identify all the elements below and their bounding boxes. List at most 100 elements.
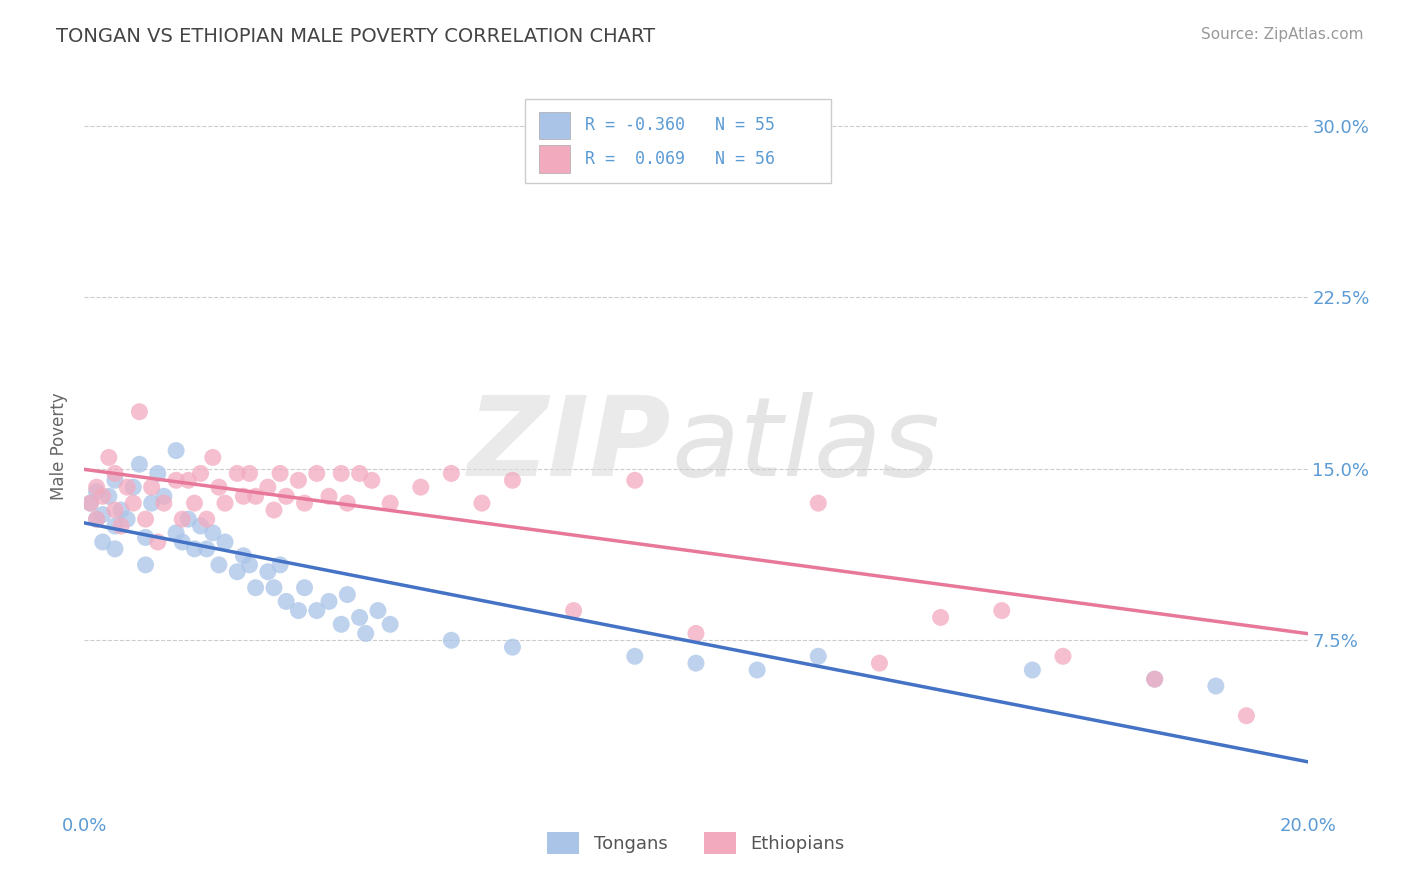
Point — [135, 530, 157, 544]
Point — [502, 640, 524, 655]
Point — [318, 594, 340, 608]
Point — [1236, 708, 1258, 723]
Point — [190, 519, 212, 533]
Bar — [540, 145, 569, 173]
Point — [128, 458, 150, 472]
Point — [440, 633, 463, 648]
Point — [195, 512, 218, 526]
Point — [354, 626, 377, 640]
Point — [257, 565, 280, 579]
Point — [190, 467, 212, 481]
Point — [110, 503, 132, 517]
Point — [86, 484, 108, 499]
Text: R =  0.069   N = 56: R = 0.069 N = 56 — [585, 150, 775, 168]
Point — [367, 604, 389, 618]
Point — [165, 443, 187, 458]
Point — [305, 467, 328, 481]
Point — [502, 473, 524, 487]
Point — [141, 480, 163, 494]
Point — [685, 626, 707, 640]
Point — [336, 496, 359, 510]
Point — [1143, 672, 1166, 686]
Point — [226, 467, 249, 481]
Point — [122, 480, 145, 494]
Point — [172, 535, 194, 549]
Point — [177, 512, 200, 526]
Point — [141, 496, 163, 510]
Bar — [524, 99, 831, 183]
Point — [380, 617, 402, 632]
Point — [104, 473, 127, 487]
Point — [91, 489, 114, 503]
Point — [276, 594, 298, 608]
Point — [380, 496, 402, 510]
Point — [869, 656, 891, 670]
Point — [269, 558, 291, 572]
Point — [146, 467, 169, 481]
Point — [257, 480, 280, 494]
Point — [104, 503, 127, 517]
Point — [330, 467, 353, 481]
Point — [135, 512, 157, 526]
Point — [86, 512, 108, 526]
Point — [183, 496, 205, 510]
Point — [91, 535, 114, 549]
Point — [201, 450, 224, 465]
Point — [86, 480, 108, 494]
Point — [79, 496, 101, 510]
Point — [122, 496, 145, 510]
Point — [104, 467, 127, 481]
Point — [177, 473, 200, 487]
Point — [294, 581, 316, 595]
Point — [165, 525, 187, 540]
Point — [165, 473, 187, 487]
Point — [208, 480, 231, 494]
Point — [153, 489, 176, 503]
Point — [747, 663, 769, 677]
Y-axis label: Male Poverty: Male Poverty — [51, 392, 69, 500]
Point — [97, 489, 120, 503]
Point — [208, 558, 231, 572]
Point — [409, 480, 432, 494]
Point — [807, 649, 830, 664]
Point — [440, 467, 463, 481]
Point — [135, 558, 157, 572]
Point — [79, 496, 101, 510]
Point — [214, 535, 236, 549]
Point — [349, 467, 371, 481]
Point — [305, 604, 328, 618]
Point — [245, 581, 267, 595]
Text: R = -0.360   N = 55: R = -0.360 N = 55 — [585, 117, 775, 135]
Point — [115, 480, 138, 494]
Point — [195, 541, 218, 556]
Point — [1205, 679, 1227, 693]
Point — [245, 489, 267, 503]
Point — [110, 519, 132, 533]
Point — [238, 558, 260, 572]
Point — [318, 489, 340, 503]
Legend: Tongans, Ethiopians: Tongans, Ethiopians — [540, 825, 852, 861]
Point — [276, 489, 298, 503]
Point — [1021, 663, 1043, 677]
Point — [562, 604, 585, 618]
Point — [172, 512, 194, 526]
Point — [287, 473, 309, 487]
Text: TONGAN VS ETHIOPIAN MALE POVERTY CORRELATION CHART: TONGAN VS ETHIOPIAN MALE POVERTY CORRELA… — [56, 27, 655, 45]
Point — [238, 467, 260, 481]
Bar — [540, 112, 569, 139]
Point — [91, 508, 114, 522]
Point — [336, 588, 359, 602]
Point — [115, 512, 138, 526]
Point — [360, 473, 382, 487]
Point — [294, 496, 316, 510]
Point — [263, 581, 285, 595]
Point — [146, 535, 169, 549]
Point — [287, 604, 309, 618]
Point — [104, 541, 127, 556]
Point — [685, 656, 707, 670]
Point — [183, 541, 205, 556]
Text: ZIP: ZIP — [468, 392, 672, 500]
Point — [1052, 649, 1074, 664]
Point — [232, 489, 254, 503]
Text: Source: ZipAtlas.com: Source: ZipAtlas.com — [1201, 27, 1364, 42]
